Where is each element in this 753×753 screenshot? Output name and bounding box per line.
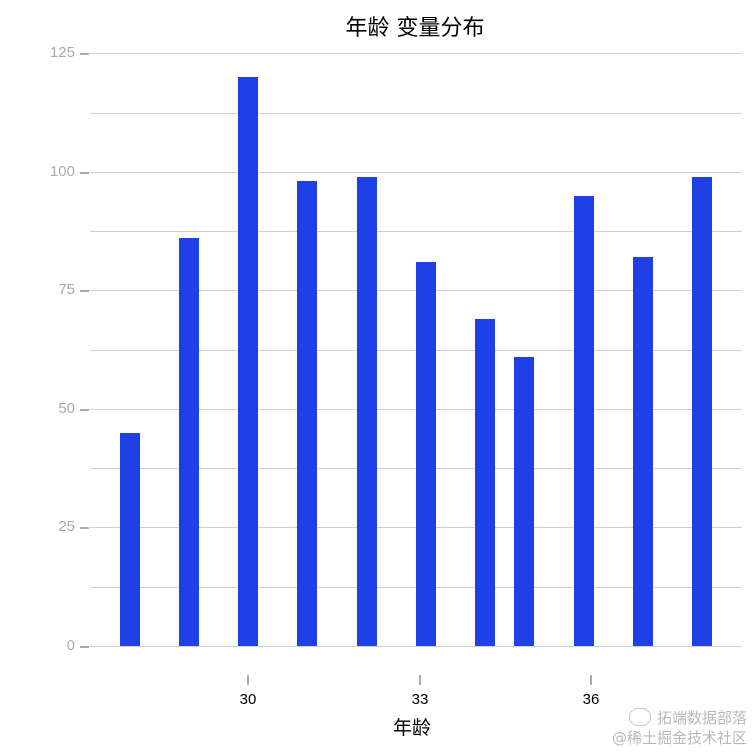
bar-age-36: [573, 195, 594, 646]
y-tick-label: 50: [58, 400, 75, 417]
y-tick-label: 100: [49, 163, 75, 180]
x-tick-label: 33: [411, 691, 429, 708]
y-tick: [80, 527, 89, 529]
bar-age-29: [179, 238, 199, 646]
bar-age-32: [356, 176, 377, 646]
y-tick: [80, 409, 89, 411]
x-tick: [247, 675, 249, 685]
bar-age-30: [238, 76, 258, 646]
watermark: 拓端数据部落 @稀土掘金技术社区: [612, 708, 747, 748]
y-tick: [80, 172, 89, 174]
bar-age-34: [475, 318, 495, 646]
y-tick-label: 25: [58, 518, 75, 535]
x-tick: [590, 675, 592, 685]
watermark-line2: @稀土掘金技术社区: [611, 729, 747, 747]
bar-age-31: [297, 181, 317, 646]
chart-title: 年龄 变量分布: [345, 16, 485, 41]
x-tick-label: 30: [239, 691, 257, 708]
x-axis-title: 年龄: [393, 717, 432, 739]
bar-age-33: [415, 261, 436, 646]
bar-age-28: [119, 432, 140, 646]
y-tick: [80, 290, 89, 292]
wechat-icon: [628, 708, 651, 726]
gridline: [90, 113, 742, 114]
watermark-line1: 拓端数据部落: [656, 709, 747, 727]
gridline: [90, 172, 742, 173]
bar-age-38: [692, 176, 712, 646]
y-tick-label: 125: [49, 44, 75, 61]
bar-age-35: [514, 356, 534, 646]
bar-age-37: [633, 257, 653, 646]
y-tick: [80, 53, 89, 55]
gridline: [90, 231, 742, 232]
y-tick: [80, 646, 89, 648]
y-tick-label: 0: [66, 637, 75, 654]
y-tick-label: 75: [58, 281, 75, 298]
x-tick-label: 36: [582, 691, 600, 708]
gridline: [90, 53, 742, 54]
gridline: [90, 646, 742, 647]
x-tick: [419, 675, 421, 685]
